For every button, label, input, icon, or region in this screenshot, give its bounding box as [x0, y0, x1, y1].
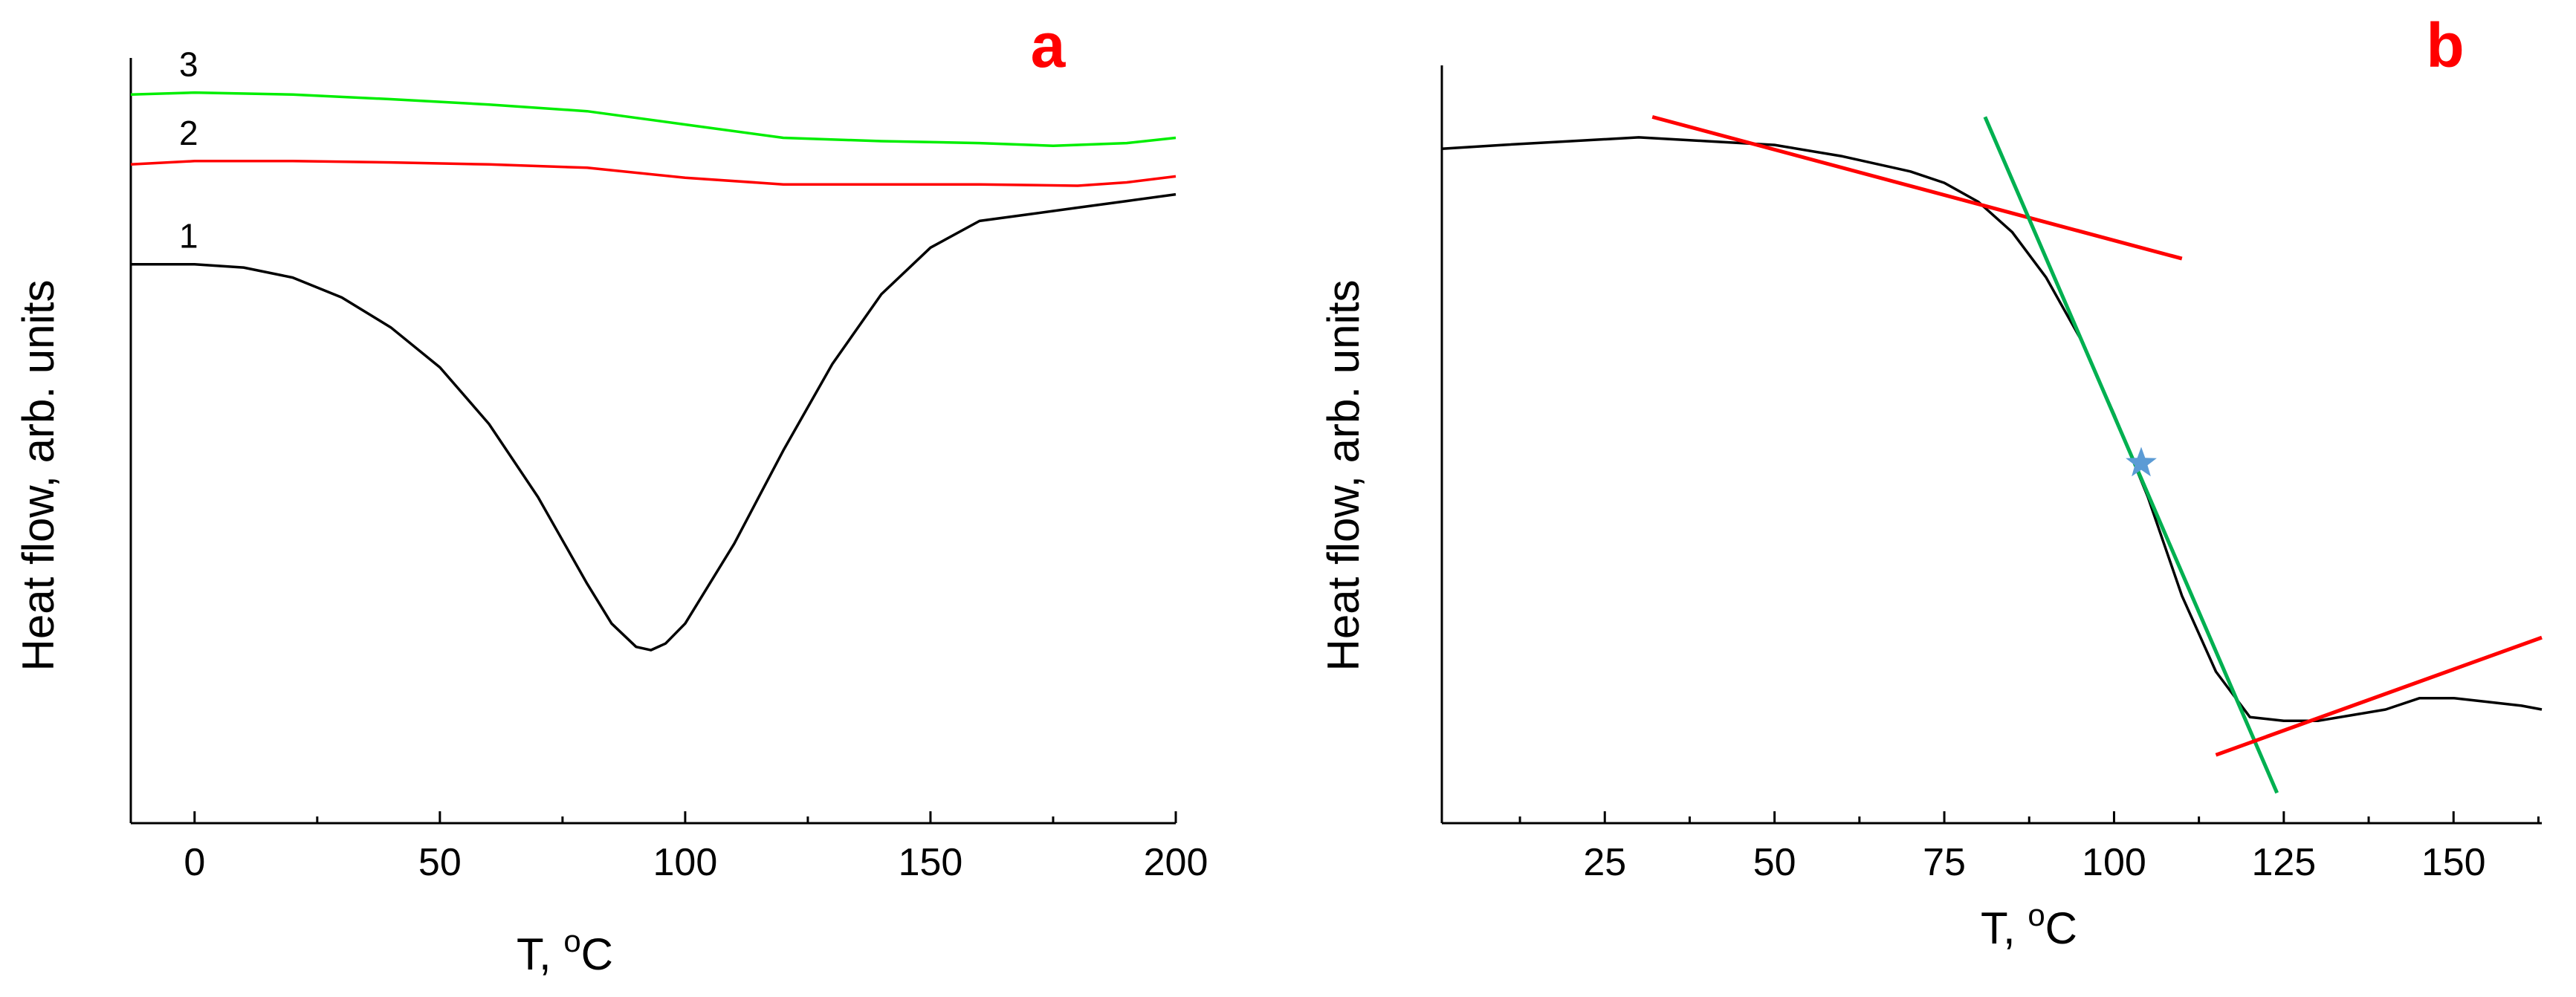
panel-a-xlabel-sup: o [563, 923, 580, 958]
panel-b-xlabel-sup: o [2028, 897, 2045, 932]
x-tick-label: 50 [418, 841, 462, 884]
series-line-3 [130, 91, 1177, 147]
x-tick-label: 125 [2251, 841, 2316, 884]
panel-a-xlabel-unit: C [581, 929, 613, 979]
panel-a-xlabel: T, oC [517, 923, 613, 979]
tangent-line-3 [2215, 635, 2543, 757]
x-tick-label: 25 [1583, 841, 1626, 884]
panel-b-chart: 25 50 75 100 125 150 b Heat flow, arb. units … [1318, 10, 2543, 953]
panel-b-ticks: 25 50 75 100 125 150 [1518, 811, 2540, 884]
curve-label-2: 2 [179, 114, 198, 152]
x-tick-label: 75 [1923, 841, 1966, 884]
tangent-line-1 [1651, 114, 2183, 261]
x-tick-label: 150 [899, 841, 963, 884]
panel-a-ylabel: Heat flow, arb. units [13, 280, 63, 672]
curve-label-3: 3 [179, 45, 198, 84]
x-tick-label: 0 [184, 841, 205, 884]
x-tick-label: 100 [2082, 841, 2146, 884]
x-tick-label: 100 [653, 841, 718, 884]
tangent-line-2 [1983, 116, 2279, 794]
x-tick-label: 200 [1144, 841, 1208, 884]
panel-b-xlabel: T, oC [1981, 897, 2077, 953]
panel-a-xlabel-main: T, [517, 929, 563, 979]
panel-b-series [1441, 114, 2543, 794]
panel-a-series: 1 2 3 [130, 45, 1177, 652]
panel-b-axes [1440, 65, 2542, 825]
panel-a-axes [129, 58, 1176, 825]
series-line-1 [131, 192, 1177, 652]
panel-b-xlabel-main: T, [1981, 903, 2028, 953]
panel-a-ticks: 0 50 100 150 200 [184, 811, 1208, 884]
star-marker [2126, 446, 2157, 477]
x-tick-label: 50 [1753, 841, 1796, 884]
panel-b-xlabel-unit: C [2045, 903, 2077, 953]
panel-b-letter: b [2426, 10, 2464, 80]
panel-b-ylabel: Heat flow, arb. units [1318, 280, 1368, 672]
series-line-2 [130, 160, 1177, 187]
panel-a-letter: a [1031, 10, 1067, 80]
panel-a-chart: 1 2 3 0 50 100 150 200 a Heat flow, arb. units… [13, 10, 1208, 979]
curve-label-1: 1 [179, 217, 198, 256]
x-tick-label: 150 [2421, 841, 2486, 884]
series-line-1 [1441, 136, 2543, 723]
